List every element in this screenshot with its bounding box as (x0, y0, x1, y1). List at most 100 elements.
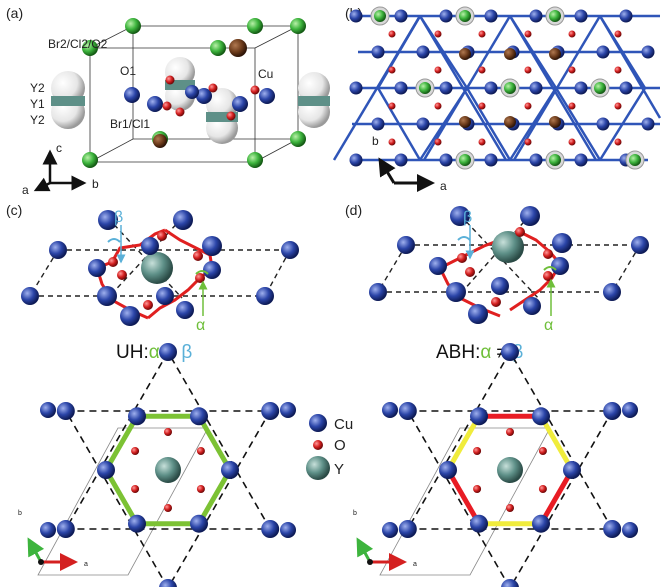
o-atom (524, 66, 532, 74)
cluster-c (21, 210, 299, 326)
cu-atom (641, 117, 655, 131)
hexagon-bond (445, 413, 482, 473)
kagome-bond (598, 87, 647, 161)
legend-cu-label: Cu (334, 416, 353, 433)
cu-atom (190, 407, 208, 426)
axis-b-label-c: b (18, 510, 22, 517)
panel-d: (d) (345, 202, 649, 587)
br-atom (549, 48, 561, 60)
cu-atom (56, 520, 75, 538)
label-y1: Y1 (30, 97, 45, 111)
hexagon-bond (196, 467, 233, 527)
hexagon-lattice-c (37, 343, 296, 587)
panel-a: (a) (6, 5, 330, 197)
legend: Cu O Y (306, 414, 353, 480)
cu-atom (382, 402, 398, 418)
cl-atom (549, 154, 561, 166)
cu-atom (470, 514, 488, 533)
kagome-bond (376, 87, 422, 161)
cu-atom (261, 520, 280, 538)
o-atom (568, 66, 576, 74)
cu-atom (439, 461, 457, 479)
legend-o-swatch (313, 440, 323, 450)
kagome-bond (508, 87, 558, 161)
o-atom (568, 102, 576, 110)
o-atom (478, 66, 486, 74)
hexagon-bond (196, 413, 233, 473)
legend-y-swatch (306, 456, 330, 480)
panel-c: (c) (6, 202, 299, 587)
cu-atom (596, 45, 610, 59)
axis-b-label-b: b (372, 134, 379, 148)
cu-atom (398, 402, 417, 420)
cu-atom (128, 514, 146, 533)
o-atom (196, 485, 205, 493)
cu-atoms-a (124, 85, 275, 112)
panel-d-letter: (d) (345, 202, 362, 218)
cu-atom (529, 153, 543, 167)
cu-atom (128, 407, 146, 426)
dashed-triangle (406, 350, 614, 530)
cu-atom (470, 407, 488, 426)
cu-atom (603, 520, 622, 538)
cl-atom (504, 82, 516, 94)
o-atom (478, 30, 486, 38)
cu-atom (622, 402, 638, 418)
cu-atom (349, 153, 363, 167)
cu-atom (416, 45, 430, 59)
cl-atom (374, 10, 386, 22)
o-atom (196, 447, 205, 455)
dashed-triangle (64, 410, 272, 587)
cu-atom (574, 81, 588, 95)
cu-atom (40, 522, 56, 538)
cu-atom (596, 117, 610, 131)
kagome-bond (418, 15, 469, 89)
label-o1: O1 (120, 64, 136, 78)
panel-b: (b) b a (332, 5, 662, 193)
beta-label-d: β (463, 209, 472, 226)
axis-a-label: a (22, 183, 29, 197)
axes-d (356, 537, 407, 571)
o-atom (506, 428, 514, 436)
caption-c-alpha: α (149, 342, 160, 363)
label-y2-bot: Y2 (30, 113, 45, 127)
cu-atom (532, 514, 550, 533)
cu-atom (619, 81, 633, 95)
o-atom (473, 485, 482, 493)
cu-atom (159, 343, 177, 361)
cu-atom (159, 579, 177, 587)
caption-c-prefix: UH: (116, 342, 149, 363)
o-atom (568, 138, 576, 146)
cu-atom (501, 579, 519, 587)
cu-atom (349, 81, 363, 95)
label-y2-top: Y2 (30, 81, 45, 95)
cl-atom (549, 10, 561, 22)
y-atom (155, 457, 181, 483)
cu-atom (532, 407, 550, 426)
o-atom (506, 504, 514, 512)
hexagon-bond (103, 413, 140, 473)
axis-a-label-d: a (413, 561, 417, 568)
kagome-bond (554, 87, 602, 161)
legend-cu-swatch (309, 414, 327, 432)
kagome-bond (418, 87, 469, 161)
cu-atom (439, 81, 453, 95)
cu-atom (398, 520, 417, 538)
o-atom (388, 66, 396, 74)
br1-atom (153, 134, 167, 148)
cu-atom (416, 117, 430, 131)
o-atom (388, 30, 396, 38)
cluster-d (369, 206, 649, 324)
br-atom (504, 48, 516, 60)
o-atom (478, 102, 486, 110)
label-br2: Br2/Cl2/O2 (48, 37, 108, 51)
cu-atom (394, 153, 408, 167)
cu-atom (484, 9, 498, 23)
cu-atom (280, 402, 296, 418)
o-atom (524, 138, 532, 146)
br-atom (459, 48, 471, 60)
y-column-right (298, 72, 330, 128)
axes-c (27, 537, 78, 571)
o-atom (164, 428, 172, 436)
br-atom (549, 116, 561, 128)
